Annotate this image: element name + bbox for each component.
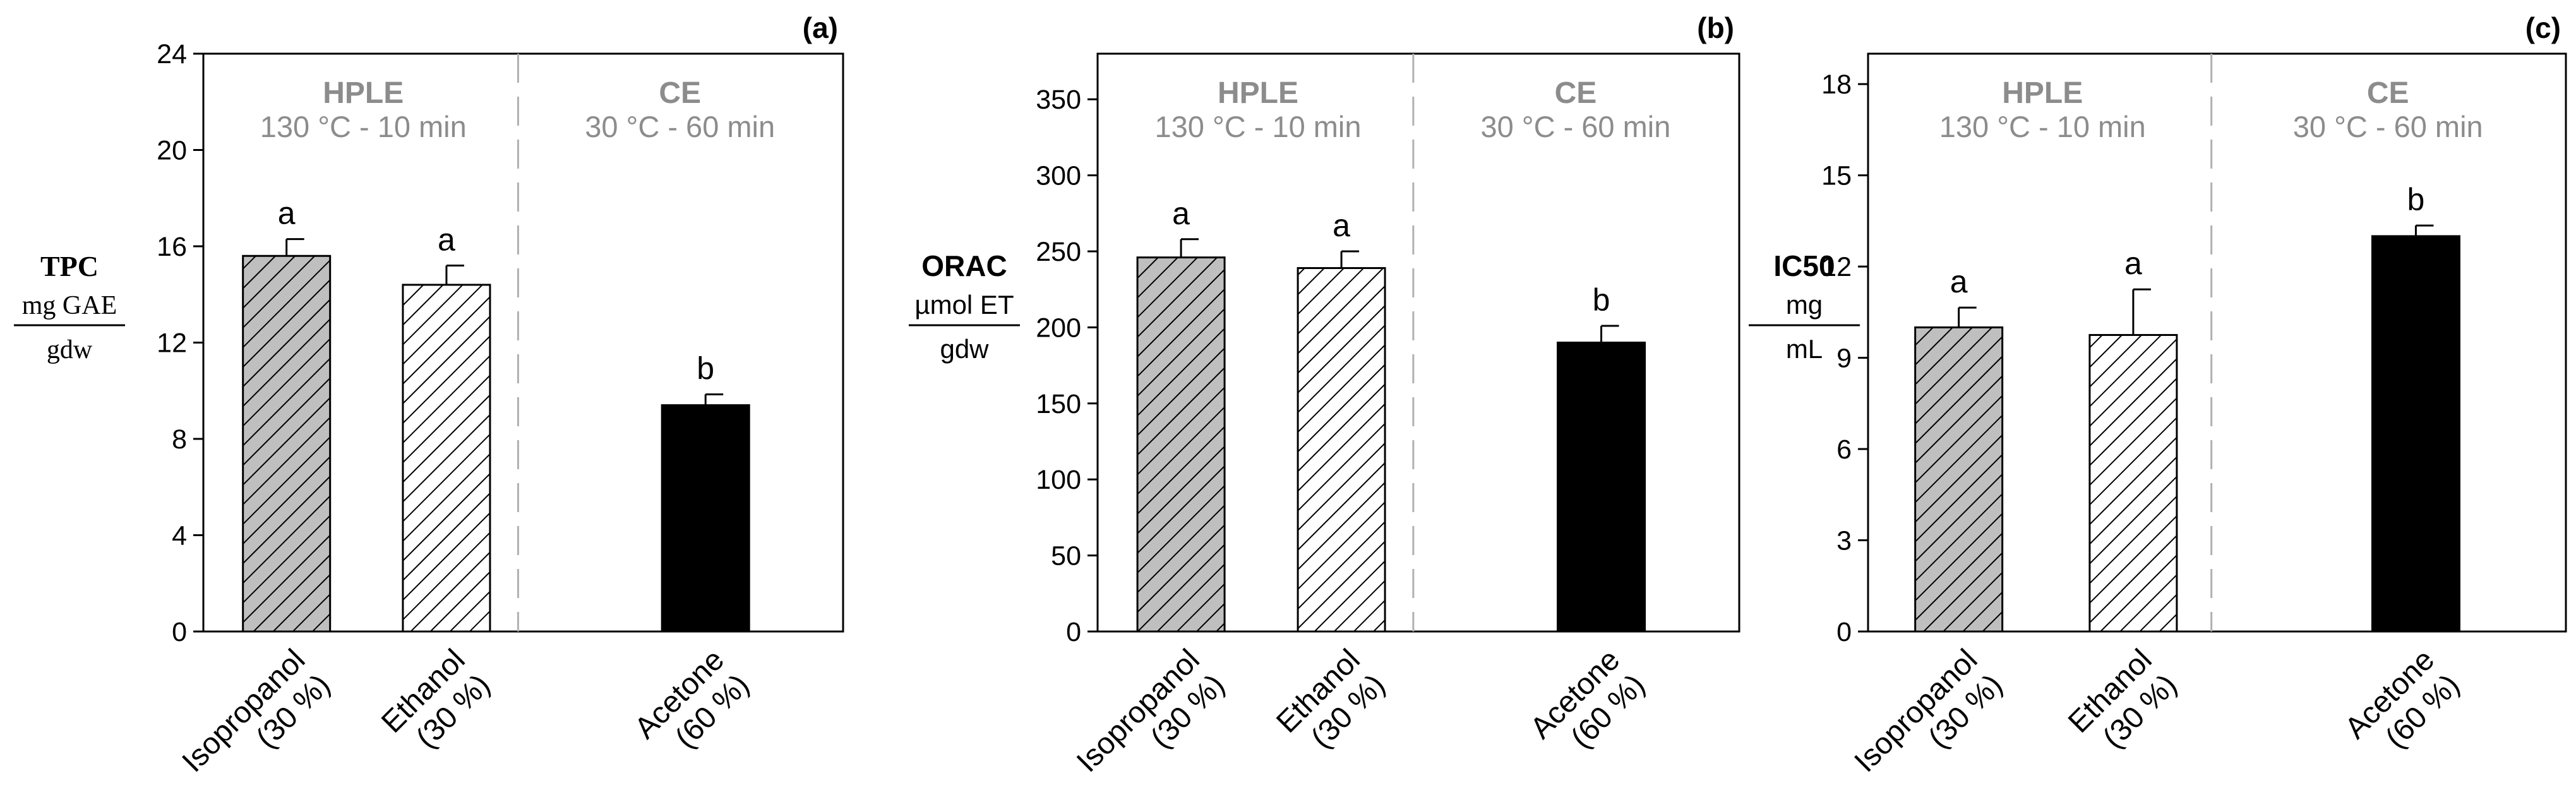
- y-tick-label: 12: [1821, 252, 1852, 282]
- category-label: Ethanol(30 %): [1270, 643, 1391, 764]
- y-tick-label: 0: [172, 617, 187, 647]
- y-tick-label: 250: [1036, 237, 1081, 267]
- bar-3: [2371, 235, 2460, 633]
- y-tick-label: 3: [1836, 526, 1852, 556]
- y-axis-title: TPC: [40, 250, 99, 282]
- plot-frame: [1096, 52, 1740, 633]
- y-axis-unit-numerator: µmol ET: [914, 290, 1014, 320]
- y-axis-title: IC50: [1773, 249, 1835, 282]
- significance-letter: b: [697, 350, 714, 386]
- y-tick-label: 50: [1051, 541, 1081, 572]
- significance-letter: a: [2124, 246, 2142, 281]
- significance-letter: a: [1333, 208, 1350, 243]
- group-subheader-hple: 130 °C - 10 min: [1939, 110, 2146, 143]
- bar-1: [1914, 326, 2004, 633]
- significance-letter: a: [278, 196, 296, 231]
- panel-label: (b): [1697, 11, 1734, 44]
- group-header-ce: CE: [659, 76, 701, 110]
- y-tick-label: 0: [1066, 617, 1081, 647]
- bar-2: [402, 284, 491, 633]
- y-tick-label: 24: [157, 39, 187, 69]
- category-label: Isopropanol(30 %): [176, 643, 337, 790]
- y-tick-label: 4: [172, 521, 187, 551]
- category-label: Isopropanol(30 %): [1070, 643, 1231, 790]
- y-tick-label: 8: [172, 424, 187, 455]
- y-axis-unit-denominator: mL: [1786, 334, 1823, 364]
- y-axis-unit-denominator: gdw: [940, 334, 989, 364]
- y-tick-label: 350: [1036, 85, 1081, 115]
- bar-3: [1557, 342, 1646, 633]
- group-header-hple: HPLE: [2002, 76, 2083, 110]
- group-header-hple: HPLE: [1218, 76, 1298, 110]
- y-axis-unit-numerator: mg GAE: [22, 291, 117, 320]
- category-label: Ethanol(30 %): [2062, 643, 2183, 764]
- category-label: Acetone(60 %): [1524, 643, 1651, 770]
- y-tick-label: 150: [1036, 389, 1081, 419]
- significance-letter: a: [1172, 196, 1190, 231]
- significance-letter: a: [1950, 264, 1968, 299]
- y-tick-label: 300: [1036, 161, 1081, 191]
- y-tick-label: 15: [1821, 161, 1852, 191]
- y-tick-label: 16: [157, 232, 187, 262]
- y-tick-label: 9: [1836, 344, 1852, 374]
- bar-2: [1297, 267, 1386, 633]
- y-tick-label: 6: [1836, 434, 1852, 465]
- category-label: Isopropanol(30 %): [1848, 643, 2009, 790]
- y-axis-title: ORAC: [921, 249, 1007, 282]
- significance-letter: b: [2407, 182, 2425, 217]
- bar-2: [2088, 333, 2178, 633]
- panel-label: (a): [803, 11, 838, 44]
- bar-3: [661, 404, 750, 633]
- y-tick-label: 20: [157, 136, 187, 166]
- y-tick-label: 200: [1036, 313, 1081, 343]
- bar-1: [1136, 256, 1226, 633]
- category-label: Ethanol(30 %): [375, 643, 496, 764]
- panel-label: (c): [2525, 11, 2561, 44]
- group-header-ce: CE: [2367, 76, 2409, 110]
- group-subheader-hple: 130 °C - 10 min: [1154, 110, 1361, 143]
- group-subheader-hple: 130 °C - 10 min: [260, 110, 467, 143]
- y-axis-unit-denominator: gdw: [47, 335, 93, 364]
- y-tick-label: 12: [157, 328, 187, 359]
- group-subheader-ce: 30 °C - 60 min: [585, 110, 775, 143]
- bar-1: [242, 254, 332, 633]
- significance-letter: a: [438, 222, 455, 258]
- category-label: Acetone(60 %): [2339, 643, 2466, 770]
- group-header-ce: CE: [1555, 76, 1597, 110]
- category-label: Acetone(60 %): [628, 643, 756, 770]
- y-tick-label: 18: [1821, 69, 1852, 100]
- significance-letter: b: [1593, 282, 1610, 318]
- group-subheader-ce: 30 °C - 60 min: [2293, 110, 2483, 143]
- group-header-hple: HPLE: [323, 76, 404, 110]
- y-tick-label: 0: [1836, 617, 1852, 647]
- y-tick-label: 100: [1036, 465, 1081, 495]
- plot-frame: [1867, 52, 2567, 633]
- y-axis-unit-numerator: mg: [1786, 290, 1823, 320]
- group-subheader-ce: 30 °C - 60 min: [1480, 110, 1670, 143]
